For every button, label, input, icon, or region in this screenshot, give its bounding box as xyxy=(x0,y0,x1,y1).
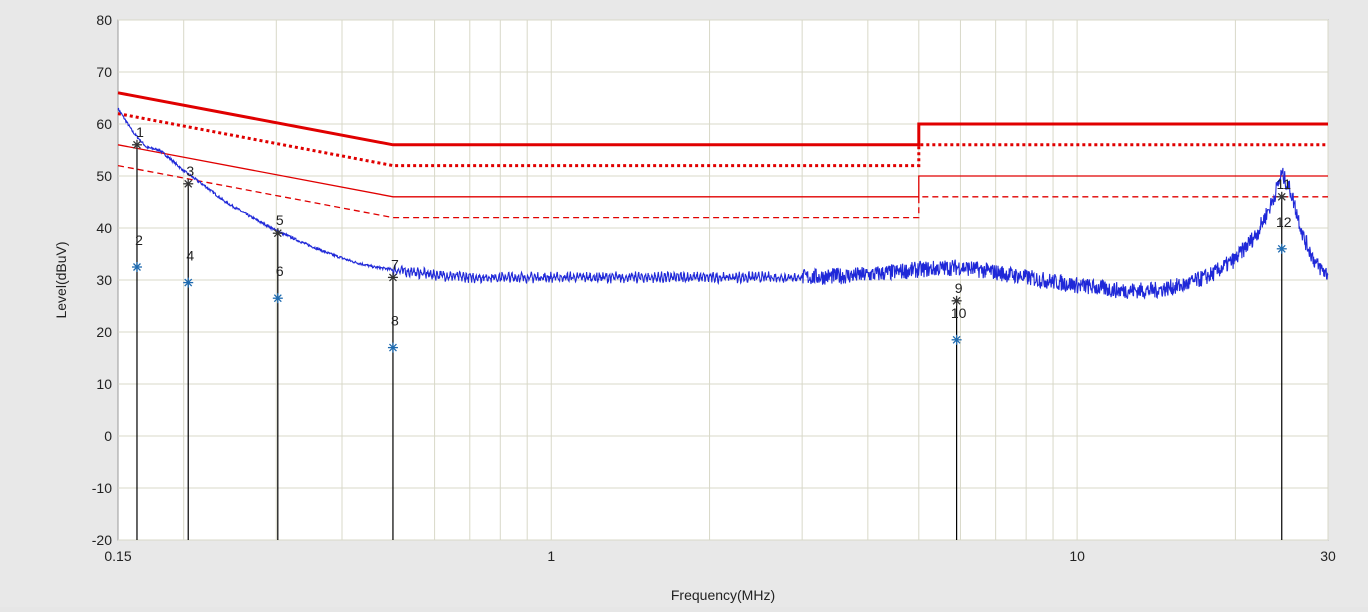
marker-label: 5 xyxy=(276,212,284,228)
marker-star-stroke xyxy=(1277,192,1286,201)
marker-star xyxy=(131,262,142,272)
limit-line xyxy=(117,164,1328,219)
marker-star xyxy=(183,277,194,288)
x-tick-label: 30 xyxy=(1320,548,1336,564)
limit-line xyxy=(117,112,1328,168)
marker-star-stroke xyxy=(133,263,141,271)
y-tick-label: 40 xyxy=(96,220,112,236)
marker-star xyxy=(951,295,962,306)
marker-star xyxy=(183,178,194,189)
y-tick-label: -20 xyxy=(92,532,112,548)
marker-star xyxy=(387,272,398,283)
marker-label: 2 xyxy=(135,232,143,248)
y-tick-label: 0 xyxy=(104,428,112,444)
y-tick-label: 10 xyxy=(96,376,112,392)
trace-line xyxy=(117,107,1329,300)
limit-lines xyxy=(117,91,1328,219)
marker-star-stroke xyxy=(184,179,193,188)
marker-star xyxy=(131,139,142,150)
marker-star xyxy=(272,293,283,304)
marker-star xyxy=(272,228,283,239)
limit-line xyxy=(117,91,1328,147)
marker-star-stroke xyxy=(388,273,397,282)
x-tick-label: 1 xyxy=(547,548,555,564)
y-tick-label: 60 xyxy=(96,116,112,132)
y-tick-label: 20 xyxy=(96,324,112,340)
marker-label: 4 xyxy=(186,248,194,264)
marker-star-stroke xyxy=(1277,244,1286,253)
marker-star-stroke xyxy=(273,294,282,303)
marker-star-stroke xyxy=(952,296,961,305)
y-tick-label: 30 xyxy=(96,272,112,288)
grid xyxy=(118,19,1329,541)
marker-label: 1 xyxy=(136,124,144,140)
marker-label: 10 xyxy=(951,305,967,321)
marker-star-stroke xyxy=(184,278,193,287)
y-axis-label: Level(dBuV) xyxy=(53,241,69,318)
marker-label: 11 xyxy=(1276,176,1291,192)
marker-star xyxy=(1276,243,1287,254)
x-tick-label: 0.15 xyxy=(104,548,131,564)
x-tick-label: 10 xyxy=(1069,548,1085,564)
axes: -20 -10 0 10 20 30 40 50 60 70 80 0.15 1 10 30 xyxy=(92,12,1336,564)
marker-label: 6 xyxy=(276,263,284,279)
marker-star xyxy=(951,334,962,345)
marker-star xyxy=(387,342,398,353)
y-tick-label: -10 xyxy=(92,480,112,496)
marker-star-stroke xyxy=(388,343,397,352)
x-axis-label: Frequency(MHz) xyxy=(671,587,775,603)
marker-star-stroke xyxy=(133,140,141,149)
marker-star-stroke xyxy=(952,335,961,344)
marker-label: 7 xyxy=(391,256,399,272)
limit-line xyxy=(117,144,1328,198)
marker-star xyxy=(1276,191,1287,202)
y-tick-label: 50 xyxy=(96,168,112,184)
marker-label: 8 xyxy=(391,313,399,329)
marker-label: 9 xyxy=(955,280,963,296)
trace-series xyxy=(117,107,1329,300)
marker-star-stroke xyxy=(273,229,282,238)
y-tick-label: 80 xyxy=(96,12,112,28)
marker-label: 12 xyxy=(1276,214,1292,230)
y-tick-label: 70 xyxy=(96,64,112,80)
marker-label: 3 xyxy=(186,163,194,179)
